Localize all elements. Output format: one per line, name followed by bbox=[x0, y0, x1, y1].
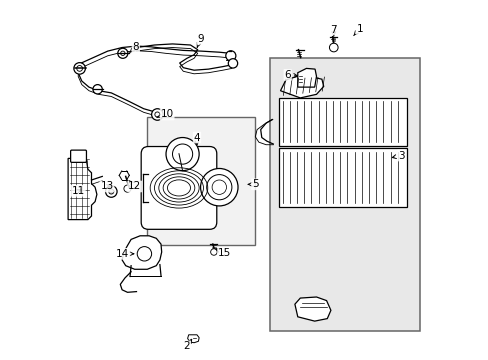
FancyBboxPatch shape bbox=[141, 147, 216, 229]
Text: 14: 14 bbox=[116, 249, 133, 259]
FancyBboxPatch shape bbox=[278, 98, 406, 146]
Text: 13: 13 bbox=[100, 181, 113, 192]
Polygon shape bbox=[297, 68, 316, 87]
Text: 9: 9 bbox=[197, 34, 203, 48]
Circle shape bbox=[228, 59, 237, 68]
Polygon shape bbox=[122, 236, 162, 269]
Polygon shape bbox=[187, 335, 199, 343]
Text: 11: 11 bbox=[71, 186, 84, 196]
Text: 6: 6 bbox=[284, 70, 297, 80]
Text: 15: 15 bbox=[216, 248, 231, 258]
Text: 5: 5 bbox=[247, 179, 258, 189]
Text: 12: 12 bbox=[128, 180, 141, 192]
Text: 4: 4 bbox=[193, 132, 200, 145]
Circle shape bbox=[74, 63, 85, 74]
FancyBboxPatch shape bbox=[70, 150, 86, 162]
Polygon shape bbox=[294, 297, 330, 321]
Circle shape bbox=[166, 138, 199, 171]
Circle shape bbox=[118, 48, 127, 58]
Circle shape bbox=[93, 85, 102, 94]
Text: 1: 1 bbox=[353, 24, 362, 36]
Circle shape bbox=[329, 43, 337, 52]
Text: 2: 2 bbox=[183, 339, 191, 351]
Text: 3: 3 bbox=[391, 150, 404, 161]
Circle shape bbox=[151, 109, 163, 120]
Circle shape bbox=[108, 189, 114, 194]
Circle shape bbox=[105, 186, 117, 197]
Text: 8: 8 bbox=[129, 42, 139, 53]
Text: 10: 10 bbox=[157, 109, 173, 120]
FancyBboxPatch shape bbox=[270, 58, 419, 331]
Polygon shape bbox=[280, 75, 323, 98]
FancyBboxPatch shape bbox=[278, 148, 406, 207]
Circle shape bbox=[210, 249, 217, 255]
Polygon shape bbox=[68, 158, 97, 220]
FancyBboxPatch shape bbox=[146, 117, 254, 245]
Circle shape bbox=[200, 168, 238, 206]
Text: 7: 7 bbox=[330, 24, 336, 36]
Circle shape bbox=[225, 51, 235, 61]
